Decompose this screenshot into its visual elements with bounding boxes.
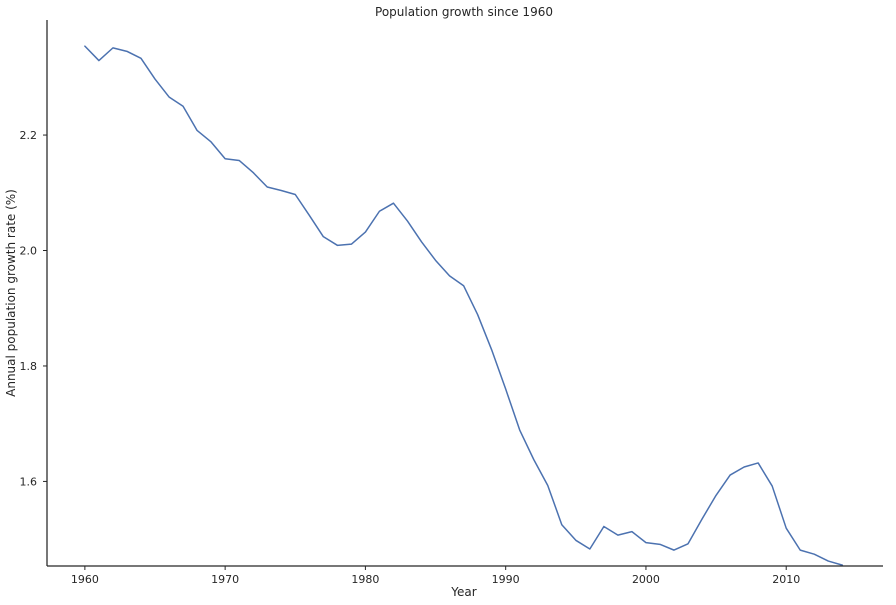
y-axis-label: Annual population growth rate (%) bbox=[4, 189, 18, 397]
data-points bbox=[83, 45, 843, 567]
x-tick-label: 1970 bbox=[211, 573, 239, 586]
x-tick-label: 1960 bbox=[71, 573, 99, 586]
y-tick-label: 1.6 bbox=[20, 475, 38, 488]
y-tick-label: 2.2 bbox=[20, 129, 38, 142]
x-tick-label: 1990 bbox=[492, 573, 520, 586]
x-tick-label: 1980 bbox=[351, 573, 379, 586]
x-tick-label: 2010 bbox=[772, 573, 800, 586]
x-axis-ticks: 1960 1970 1980 1990 2000 2010 bbox=[71, 566, 800, 586]
chart-title: Population growth since 1960 bbox=[375, 5, 553, 19]
y-axis-ticks: 1.6 1.8 2.0 2.2 bbox=[20, 129, 47, 488]
series-line bbox=[84, 45, 844, 566]
plot-area bbox=[83, 45, 844, 567]
y-tick-label: 2.0 bbox=[20, 245, 38, 258]
x-tick-label: 2000 bbox=[632, 573, 660, 586]
y-tick-label: 1.8 bbox=[20, 360, 38, 373]
x-axis-label: Year bbox=[450, 585, 476, 599]
